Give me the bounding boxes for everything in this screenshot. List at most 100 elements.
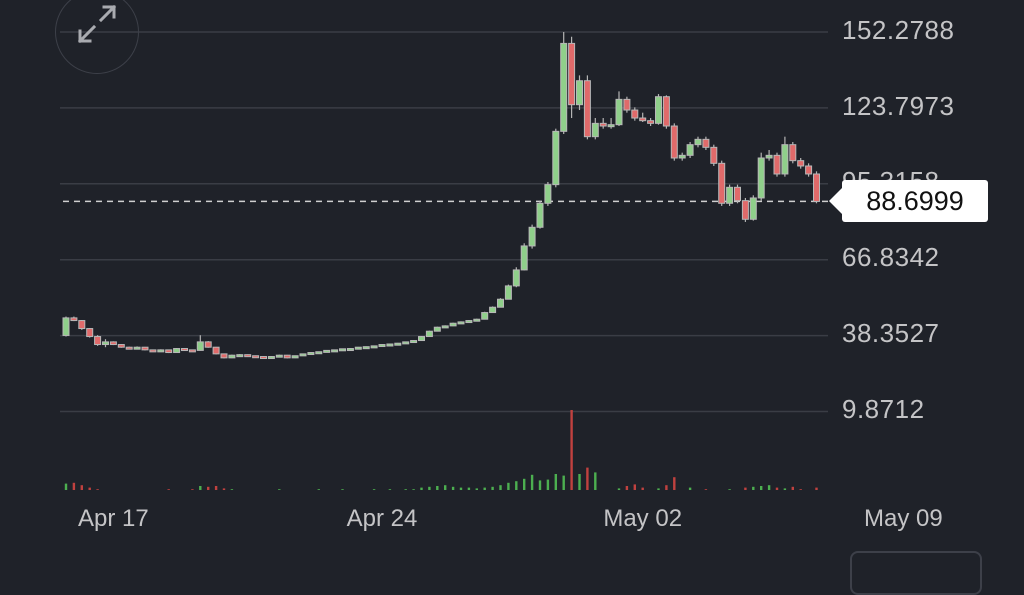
candle-body bbox=[418, 336, 425, 342]
candle-body bbox=[157, 349, 165, 353]
candle-body bbox=[425, 330, 433, 338]
volume-bar bbox=[760, 486, 763, 490]
candle-body bbox=[765, 154, 773, 159]
candle-body bbox=[331, 349, 339, 353]
candle-body bbox=[473, 318, 481, 322]
candle-body bbox=[528, 226, 536, 247]
candle-body bbox=[283, 354, 291, 359]
candle-body bbox=[552, 130, 560, 186]
volume-bar bbox=[783, 488, 787, 490]
candle-body bbox=[141, 346, 149, 351]
candle-body bbox=[647, 120, 655, 124]
volume-bar bbox=[191, 489, 194, 490]
candle-body bbox=[410, 340, 418, 344]
candle-body bbox=[631, 109, 639, 119]
volume-bar bbox=[80, 485, 83, 490]
volume-bar bbox=[436, 486, 439, 490]
volume-bar bbox=[278, 489, 281, 490]
volume-bar bbox=[64, 483, 68, 490]
volume-bar bbox=[570, 410, 573, 490]
volume-bar bbox=[467, 487, 471, 490]
candle-body bbox=[70, 317, 78, 322]
candle-body bbox=[457, 321, 465, 325]
candle-body bbox=[576, 80, 583, 106]
volume-bar bbox=[586, 467, 589, 490]
volume-bar bbox=[207, 486, 210, 490]
candle-body bbox=[670, 125, 678, 159]
candle-body bbox=[805, 165, 813, 175]
candle-body bbox=[512, 269, 520, 287]
candle-body bbox=[220, 353, 228, 359]
candle-body bbox=[252, 355, 260, 359]
candle-body bbox=[362, 346, 370, 350]
volume-bar bbox=[791, 486, 794, 490]
candle-body bbox=[236, 354, 244, 358]
volume-bar bbox=[412, 489, 415, 490]
volume-bar bbox=[499, 485, 502, 490]
volume-bar bbox=[625, 486, 629, 490]
candle-body bbox=[497, 298, 504, 308]
volume-bar bbox=[665, 485, 668, 490]
candle-body bbox=[520, 245, 528, 271]
current-price-label: 88.6999 bbox=[829, 180, 988, 222]
volume-bar bbox=[594, 472, 597, 490]
y-tick-label: 123.7973 bbox=[842, 91, 955, 121]
volume-bar bbox=[538, 480, 542, 490]
volume-bar bbox=[673, 477, 676, 490]
candle-body bbox=[536, 202, 544, 228]
volume-bar bbox=[515, 481, 518, 490]
timeframe-button[interactable] bbox=[850, 551, 982, 595]
candle-body bbox=[560, 42, 568, 132]
candle-body bbox=[212, 346, 220, 355]
candle-body bbox=[165, 349, 173, 354]
candle-body bbox=[489, 306, 497, 314]
candle-body bbox=[275, 354, 283, 358]
x-tick-label: May 02 bbox=[603, 505, 683, 532]
candle-body bbox=[449, 322, 457, 327]
volume-bar bbox=[404, 489, 407, 490]
volume-bar bbox=[491, 486, 494, 490]
candle-body bbox=[346, 348, 354, 352]
volume-bar bbox=[199, 486, 202, 490]
volume-bar bbox=[72, 482, 76, 490]
volume-bar bbox=[641, 487, 644, 490]
candle-body bbox=[260, 356, 267, 360]
candle-body bbox=[615, 98, 623, 126]
candlestick-chart[interactable] bbox=[0, 0, 1024, 576]
candle-body bbox=[710, 146, 718, 164]
volume-bar bbox=[775, 487, 779, 490]
volume-bar bbox=[475, 488, 478, 490]
candle-body bbox=[86, 328, 94, 338]
candle-body bbox=[655, 96, 662, 124]
y-tick-label: 152.2788 bbox=[842, 15, 955, 45]
volume-bar bbox=[744, 487, 747, 490]
candle-body bbox=[749, 197, 757, 220]
candle-body bbox=[370, 345, 378, 349]
candle-body bbox=[686, 144, 694, 156]
volume-bar bbox=[752, 486, 755, 490]
volume-bar bbox=[657, 488, 660, 490]
candle-body bbox=[244, 354, 252, 358]
volume-bar bbox=[230, 489, 234, 490]
candle-body bbox=[441, 325, 449, 329]
candle-body bbox=[678, 154, 686, 159]
volume-bar bbox=[459, 487, 463, 490]
candle-body bbox=[394, 342, 402, 346]
candle-body bbox=[125, 346, 133, 350]
volume-bar bbox=[317, 489, 320, 490]
y-tick-label: 66.8342 bbox=[842, 242, 940, 272]
volume-bar bbox=[88, 487, 91, 490]
candle-body bbox=[267, 356, 275, 360]
volume-bar bbox=[96, 489, 99, 490]
x-tick-label: Apr 17 bbox=[78, 505, 149, 532]
candle-body bbox=[568, 42, 576, 106]
candle-body bbox=[188, 349, 196, 353]
candle-body bbox=[62, 317, 70, 336]
expand-button[interactable] bbox=[55, 0, 139, 74]
volume-bar bbox=[799, 489, 802, 490]
candle-body bbox=[339, 348, 346, 352]
volume-bar bbox=[728, 489, 731, 490]
candle-body bbox=[726, 186, 734, 204]
candle-body bbox=[402, 341, 410, 345]
volume-bar bbox=[578, 474, 581, 490]
